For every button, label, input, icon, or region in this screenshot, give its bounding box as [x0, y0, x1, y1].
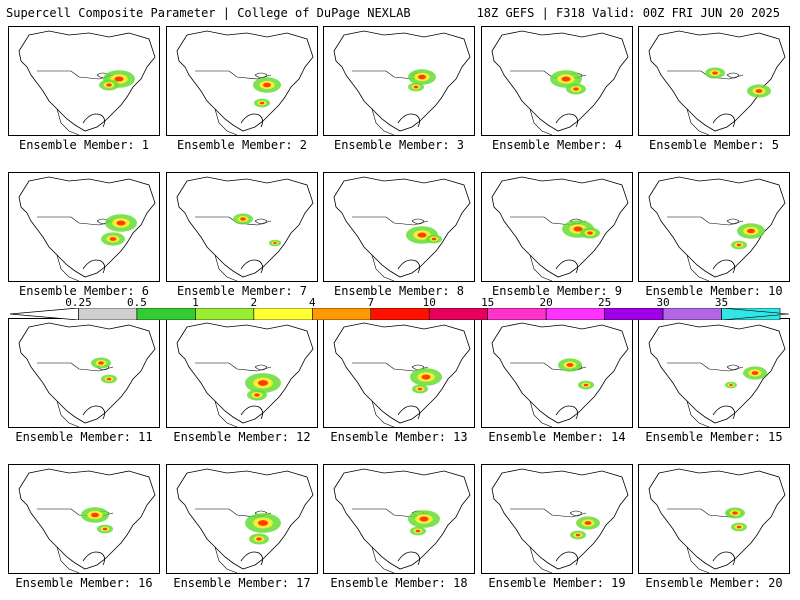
colorbar-swatch	[78, 308, 138, 320]
ensemble-member-label: Ensemble Member: 1	[18, 138, 150, 152]
ensemble-member-label: Ensemble Member: 6	[18, 284, 150, 298]
north-america-map	[176, 30, 314, 135]
ensemble-member-label: Ensemble Member: 3	[333, 138, 465, 152]
north-america-map	[176, 468, 314, 573]
colorbar-swatch	[662, 308, 722, 320]
colorbar-tick-label: 30	[656, 296, 670, 309]
ensemble-map-5	[638, 26, 790, 136]
ensemble-map-9	[481, 172, 633, 282]
north-america-map	[491, 30, 629, 135]
ensemble-member-label: Ensemble Member: 18	[330, 576, 468, 590]
colorbar-swatch	[312, 308, 372, 320]
north-america-map	[491, 468, 629, 573]
north-america-map	[18, 176, 156, 281]
ensemble-map-14	[481, 318, 633, 428]
colorbar-tick-label: 0.5	[126, 296, 147, 309]
colorbar-tick-label: 0.25	[65, 296, 92, 309]
ensemble-member-label: Ensemble Member: 13	[330, 430, 468, 444]
colorbar-tick-label: 2	[250, 296, 258, 309]
ensemble-member-label: Ensemble Member: 4	[491, 138, 623, 152]
colorbar-tick-label: 20	[539, 296, 553, 309]
colorbar-swatch	[253, 308, 313, 320]
ensemble-map-6	[8, 172, 160, 282]
colorbar-tick-label: 7	[367, 296, 375, 309]
colorbar-swatch	[136, 308, 196, 320]
colorbar-legend: 0.25 0.5 1 2 4 7 10 15 20 25 30 35	[10, 296, 790, 326]
colorbar-tick-label: 10	[422, 296, 436, 309]
ensemble-member-label: Ensemble Member: 14	[488, 430, 626, 444]
ensemble-map-11	[8, 318, 160, 428]
ensemble-member-label: Ensemble Member: 19	[488, 576, 626, 590]
north-america-map	[176, 322, 314, 427]
colorbar-tick-label: 1	[192, 296, 199, 309]
ensemble-member-label: Ensemble Member: 8	[333, 284, 465, 298]
north-america-map	[648, 176, 786, 281]
colorbar-strip	[10, 308, 790, 320]
map-title: Supercell Composite Parameter | College …	[6, 6, 411, 20]
colorbar-swatch	[487, 308, 547, 320]
ensemble-member-label: Ensemble Member: 10	[645, 284, 783, 298]
north-america-map	[333, 176, 471, 281]
north-america-map	[176, 176, 314, 281]
ensemble-member-label: Ensemble Member: 11	[15, 430, 153, 444]
colorbar-tick-label: 25	[597, 296, 612, 309]
colorbar-tick-label: 15	[481, 296, 495, 309]
colorbar-swatch	[545, 308, 605, 320]
ensemble-member-label: Ensemble Member: 16	[15, 576, 153, 590]
north-america-map	[648, 322, 786, 427]
colorbar-swatch	[428, 308, 488, 320]
north-america-map	[333, 322, 471, 427]
ensemble-map-2	[166, 26, 318, 136]
north-america-map	[648, 30, 786, 135]
ensemble-map-17	[166, 464, 318, 574]
north-america-map	[18, 468, 156, 573]
ensemble-map-10	[638, 172, 790, 282]
ensemble-member-label: Ensemble Member: 17	[173, 576, 311, 590]
ensemble-member-label: Ensemble Member: 9	[491, 284, 623, 298]
colorbar-swatch	[195, 308, 255, 320]
ensemble-map-8	[323, 172, 475, 282]
north-america-map	[18, 30, 156, 135]
ensemble-map-12	[166, 318, 318, 428]
colorbar-swatch	[604, 308, 664, 320]
ensemble-map-3	[323, 26, 475, 136]
ensemble-map-18	[323, 464, 475, 574]
ensemble-member-label: Ensemble Member: 5	[648, 138, 780, 152]
ensemble-map-20	[638, 464, 790, 574]
colorbar-tick-label: 35	[714, 296, 729, 309]
north-america-map	[491, 322, 629, 427]
north-america-map	[18, 322, 156, 427]
ensemble-map-4	[481, 26, 633, 136]
colorbar-swatch	[370, 308, 430, 320]
ensemble-map-7	[166, 172, 318, 282]
ensemble-map-15	[638, 318, 790, 428]
ensemble-member-label: Ensemble Member: 12	[173, 430, 311, 444]
north-america-map	[648, 468, 786, 573]
north-america-map	[333, 468, 471, 573]
ensemble-member-label: Ensemble Member: 20	[645, 576, 783, 590]
ensemble-member-label: Ensemble Member: 2	[176, 138, 308, 152]
ensemble-map-19	[481, 464, 633, 574]
run-valid-time: 18Z GEFS | F318 Valid: 00Z FRI JUN 20 20…	[476, 6, 780, 20]
ensemble-member-label: Ensemble Member: 15	[645, 430, 783, 444]
ensemble-map-1	[8, 26, 160, 136]
ensemble-map-16	[8, 464, 160, 574]
colorbar-tick-label: 4	[308, 296, 316, 309]
ensemble-member-label: Ensemble Member: 7	[176, 284, 308, 298]
ensemble-map-13	[323, 318, 475, 428]
north-america-map	[333, 30, 471, 135]
north-america-map	[491, 176, 629, 281]
